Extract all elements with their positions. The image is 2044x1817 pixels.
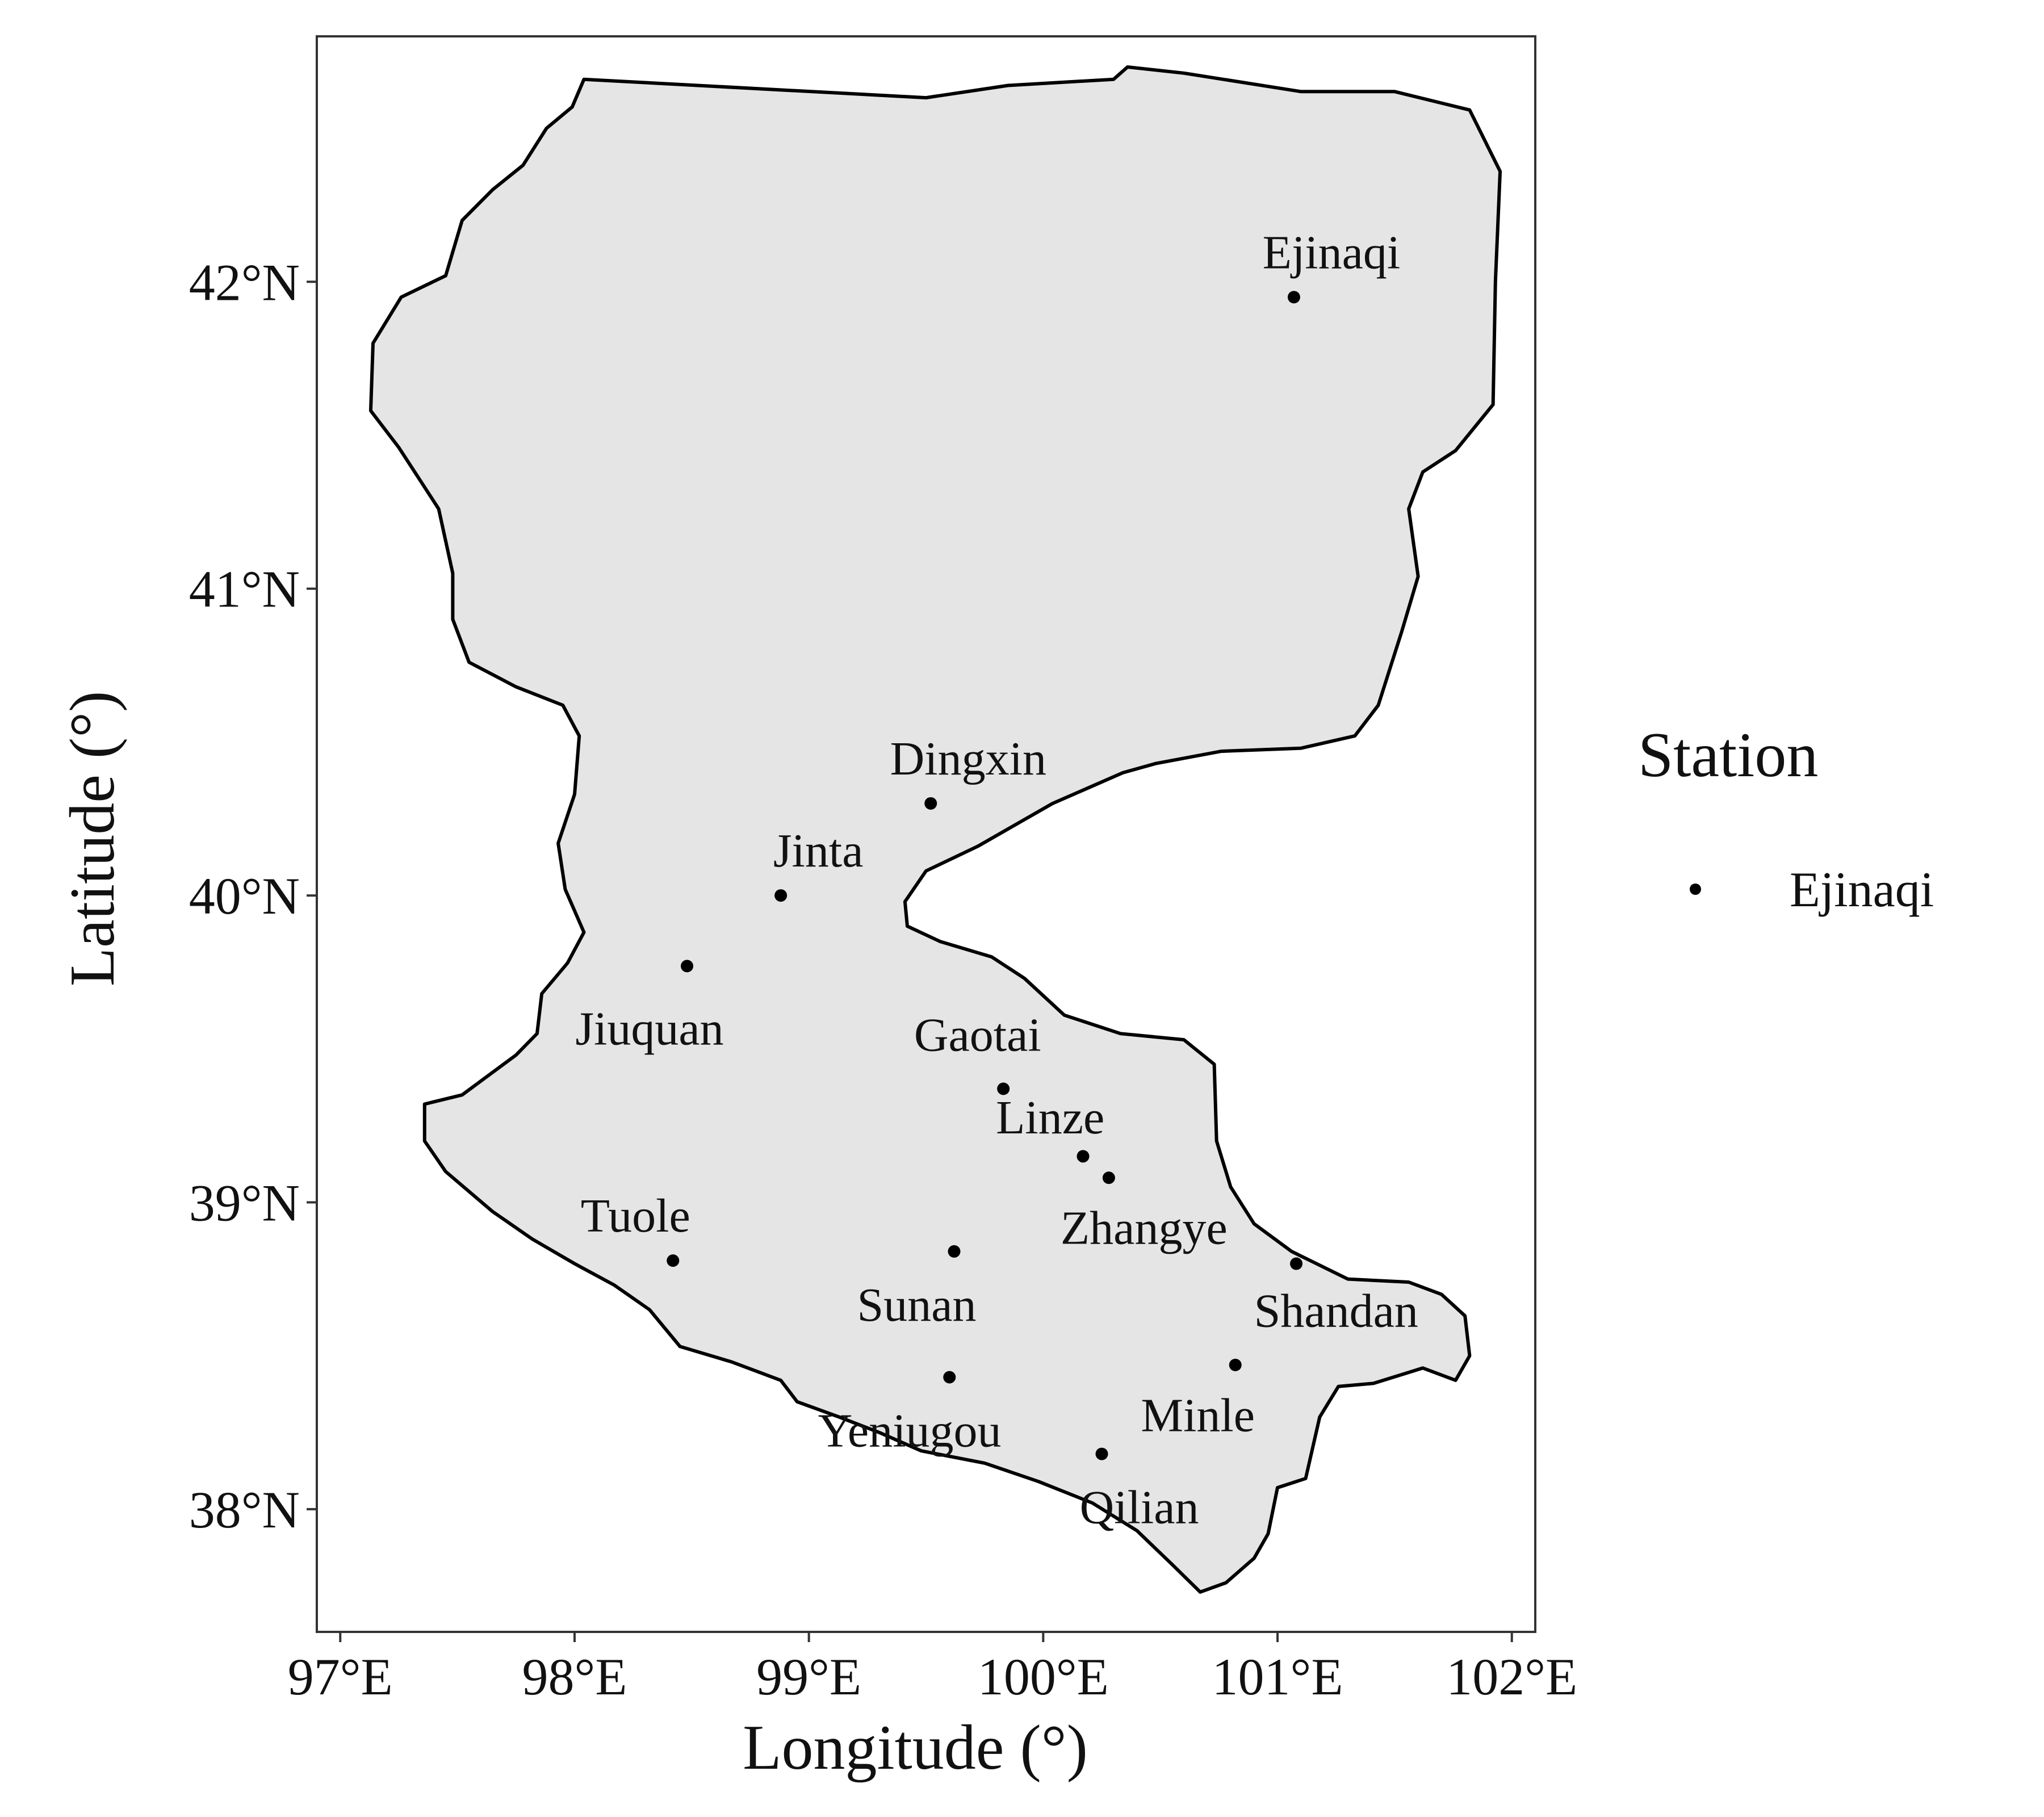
y-tick-label: 39°N	[189, 1174, 300, 1232]
region-layer	[368, 65, 1502, 1594]
station-label: Jiuquan	[575, 1002, 723, 1055]
station-label: Shandan	[1254, 1285, 1418, 1338]
x-axis-title: Longitude (°)	[743, 1713, 1088, 1783]
region-polygon	[368, 65, 1502, 1594]
x-tick-label: 102°E	[1446, 1648, 1577, 1706]
station-point	[667, 1254, 680, 1267]
plot-panel-border	[316, 35, 1536, 1633]
legend: Station Ejinaqi	[1638, 720, 1934, 918]
x-tick-label: 97°E	[288, 1648, 393, 1706]
station-point	[1077, 1150, 1090, 1163]
station-label: Dingxin	[890, 732, 1046, 785]
station-label: Qilian	[1080, 1481, 1199, 1534]
station-point	[1287, 291, 1300, 304]
x-axis-ticks: 97°E 98°E 99°E 100°E 101°E 102°E	[288, 1632, 1577, 1706]
y-axis-ticks: 38°N 39°N 40°N 41°N 42°N	[189, 253, 317, 1539]
legend-entry-label: Ejinaqi	[1790, 863, 1934, 918]
y-axis-title: Latitude (°)	[57, 691, 128, 987]
x-tick-label: 100°E	[978, 1648, 1109, 1706]
station-label: Linze	[996, 1091, 1104, 1144]
station-label: Tuole	[581, 1190, 690, 1242]
station-label: Jinta	[773, 824, 864, 877]
station-point	[774, 889, 788, 902]
station-point	[997, 1082, 1010, 1095]
station-point	[681, 960, 694, 973]
station-point	[1095, 1447, 1108, 1460]
station-point	[924, 797, 937, 810]
legend-point-icon	[1690, 884, 1701, 895]
station-point	[943, 1371, 956, 1384]
station-point	[948, 1245, 961, 1258]
station-point	[1102, 1171, 1115, 1184]
y-tick-label: 40°N	[189, 867, 300, 925]
station-label: Ejinaqi	[1263, 226, 1401, 279]
legend-title: Station	[1638, 720, 1818, 790]
y-tick-label: 42°N	[189, 253, 300, 311]
x-tick-label: 98°E	[522, 1648, 627, 1706]
station-label: Sunan	[857, 1279, 976, 1332]
y-tick-label: 41°N	[189, 560, 300, 618]
station-label: Zhangye	[1061, 1202, 1228, 1255]
x-tick-label: 99°E	[756, 1648, 861, 1706]
x-tick-label: 101°E	[1212, 1648, 1343, 1706]
station-point	[1290, 1257, 1303, 1270]
station-label: Gaotai	[914, 1008, 1041, 1061]
y-tick-label: 38°N	[189, 1481, 300, 1539]
station-label: Yeniugou	[818, 1404, 1002, 1457]
station-label: Minle	[1141, 1389, 1255, 1442]
station-point	[1229, 1358, 1242, 1371]
station-layer: Ejinaqi Dingxin Jinta Jiuquan Gaotai Linze Zha…	[575, 226, 1418, 1534]
